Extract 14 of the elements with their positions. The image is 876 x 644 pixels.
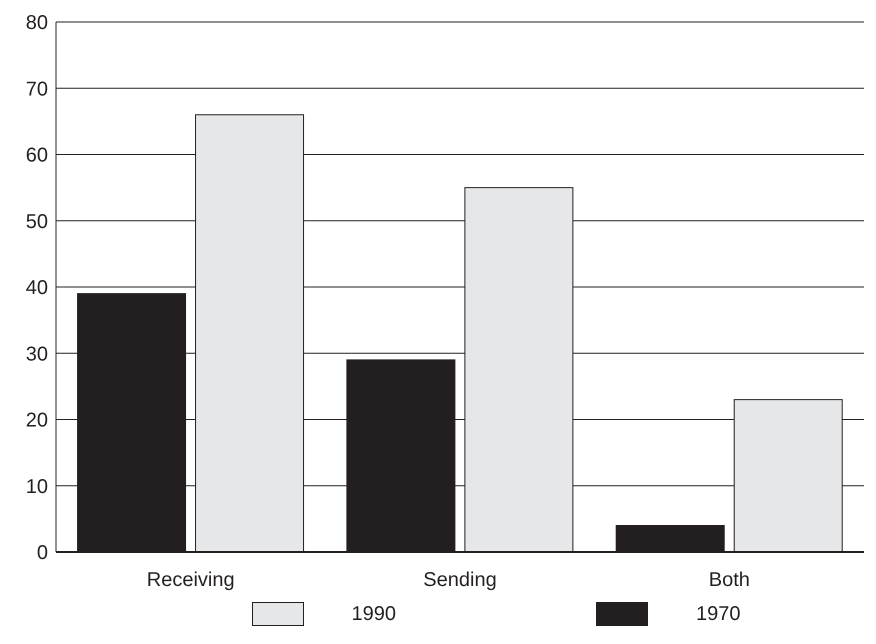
y-tick-label: 80 [26,12,48,34]
y-tick-label: 30 [26,343,48,366]
y-tick-label: 40 [26,277,48,300]
y-tick-label: 10 [26,476,48,498]
y-tick-label: 0 [36,542,48,564]
y-tick-label: 50 [26,210,48,233]
y-tick-label: 60 [26,144,48,167]
x-tick-label: Receiving [146,569,235,592]
y-tick-label: 70 [26,78,48,100]
x-tick-label: Both [708,569,750,592]
y-tick-label: 20 [26,410,48,432]
legend-label: 1970 [696,602,740,626]
legend-label: 1990 [352,602,396,626]
x-tick-label: Sending [423,569,497,592]
